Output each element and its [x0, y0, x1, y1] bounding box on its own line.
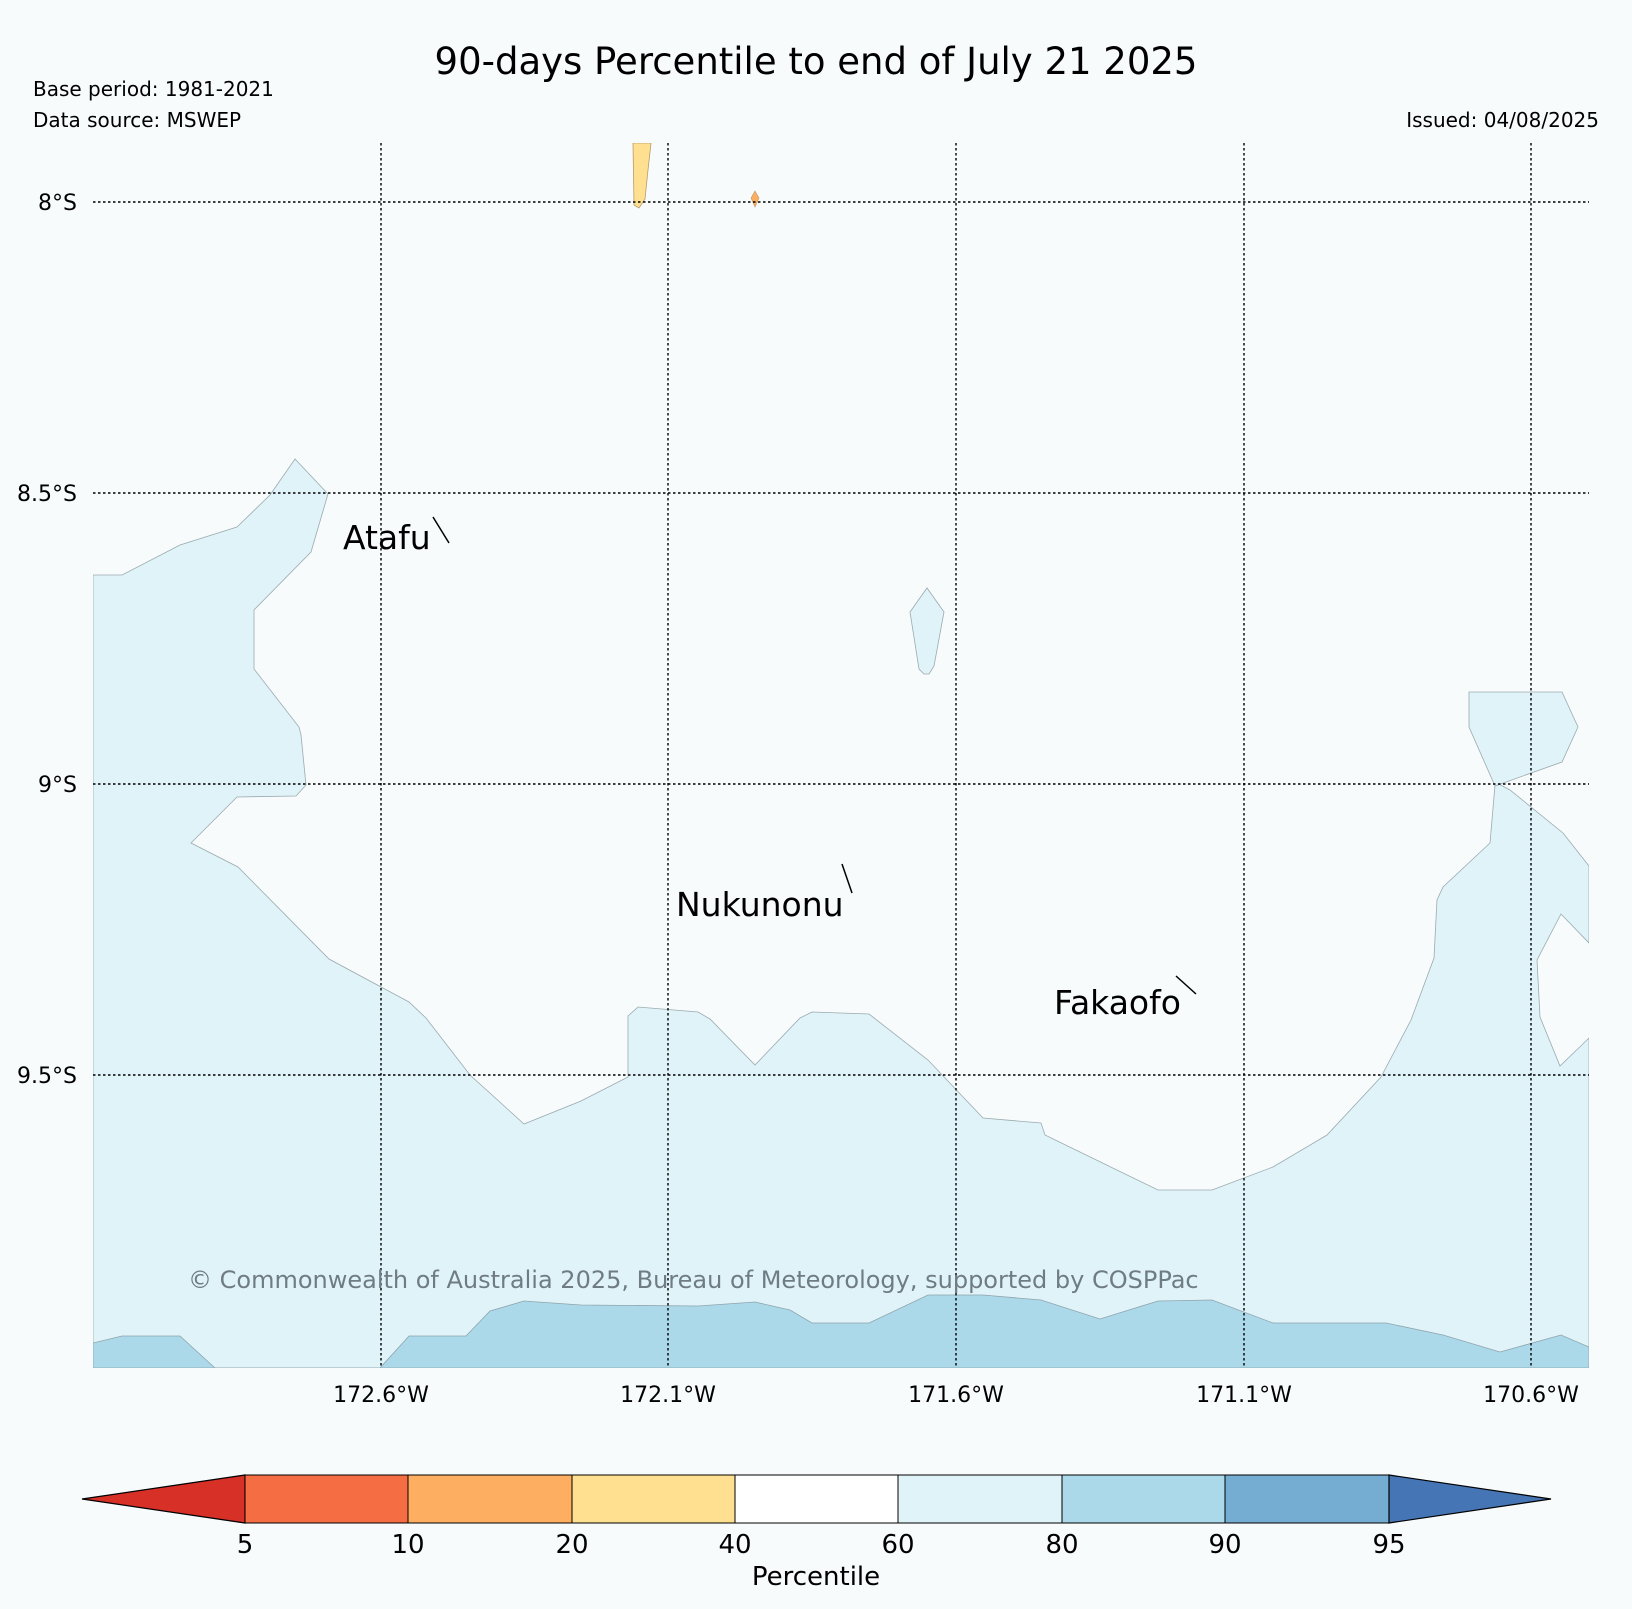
graticule: [93, 143, 1589, 1368]
lon-label: 171.6°W: [908, 1383, 1004, 1408]
colorbar-bin-10-20: [407, 1474, 573, 1524]
colorbar-tick-label: 40: [718, 1530, 751, 1560]
base-period-text: Base period: 1981-2021: [33, 77, 274, 101]
colorbar-bin-80-90: [1061, 1474, 1226, 1524]
colorbar-extend-low: [81, 1474, 246, 1524]
lon-label: 172.6°W: [333, 1383, 429, 1408]
colorbar-bin-40-60: [734, 1474, 899, 1524]
colorbar: 5 10 20 40 60 80 90 95 Percentile: [81, 1474, 1552, 1592]
lat-label: 9.5°S: [17, 1064, 77, 1089]
region-60-80-islet: [909, 587, 945, 675]
region-20-40: [632, 143, 652, 209]
lat-label: 8°S: [38, 191, 77, 216]
colorbar-tick-label: 20: [555, 1530, 588, 1560]
colorbar-tick-label: 10: [391, 1530, 424, 1560]
region-60-80: [93, 458, 1589, 1368]
colorbar-bin-60-80: [897, 1474, 1063, 1524]
lat-label: 9°S: [38, 773, 77, 798]
issued-date-text: Issued: 04/08/2025: [1406, 108, 1599, 132]
colorbar-title: Percentile: [752, 1562, 880, 1592]
colorbar-bin-20-40: [571, 1474, 736, 1524]
colorbar-bin-90-95: [1224, 1474, 1390, 1524]
colorbar-extend-high: [1388, 1474, 1552, 1524]
lon-label: 172.1°W: [620, 1383, 716, 1408]
region-20-40-small: [750, 190, 760, 208]
colorbar-tick-label: 5: [237, 1530, 254, 1560]
atafu-marker: [432, 516, 450, 544]
copyright-credit: © Commonwealth of Australia 2025, Bureau…: [188, 1266, 1199, 1294]
nukunonu-marker: [841, 863, 853, 894]
colorbar-tick-label: 80: [1045, 1530, 1078, 1560]
place-label-atafu: Atafu: [343, 518, 431, 557]
region-80-90: [93, 1294, 1589, 1368]
data-source-text: Data source: MSWEP: [33, 108, 242, 132]
colorbar-tick-label: 60: [881, 1530, 914, 1560]
lat-label: 8.5°S: [17, 482, 77, 507]
region-60-80-north-east: [1468, 691, 1579, 787]
place-label-fakaofo: Fakaofo: [1054, 983, 1181, 1022]
map-plot-area: [93, 143, 1589, 1368]
colorbar-tick-label: 90: [1208, 1530, 1241, 1560]
colorbar-tick-label: 95: [1372, 1530, 1405, 1560]
map-title: 90-days Percentile to end of July 21 202…: [434, 40, 1198, 83]
lon-label: 170.6°W: [1483, 1383, 1579, 1408]
fakaofo-marker: [1175, 975, 1197, 995]
colorbar-bin-5-10: [244, 1474, 409, 1524]
place-label-nukunonu: Nukunonu: [676, 885, 844, 924]
lon-label: 171.1°W: [1196, 1383, 1292, 1408]
